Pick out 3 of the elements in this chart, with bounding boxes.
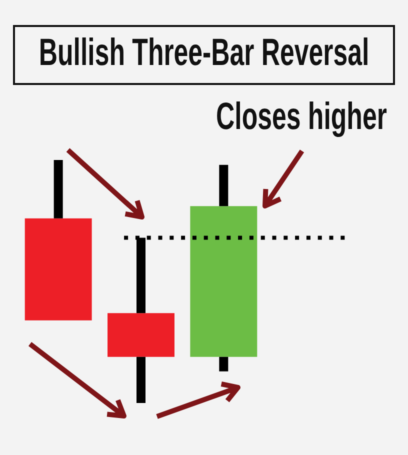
candlestick <box>24 160 92 320</box>
chart-title: Bullish Three-Bar Reversal <box>38 32 370 74</box>
text: Closes higher <box>216 96 387 138</box>
